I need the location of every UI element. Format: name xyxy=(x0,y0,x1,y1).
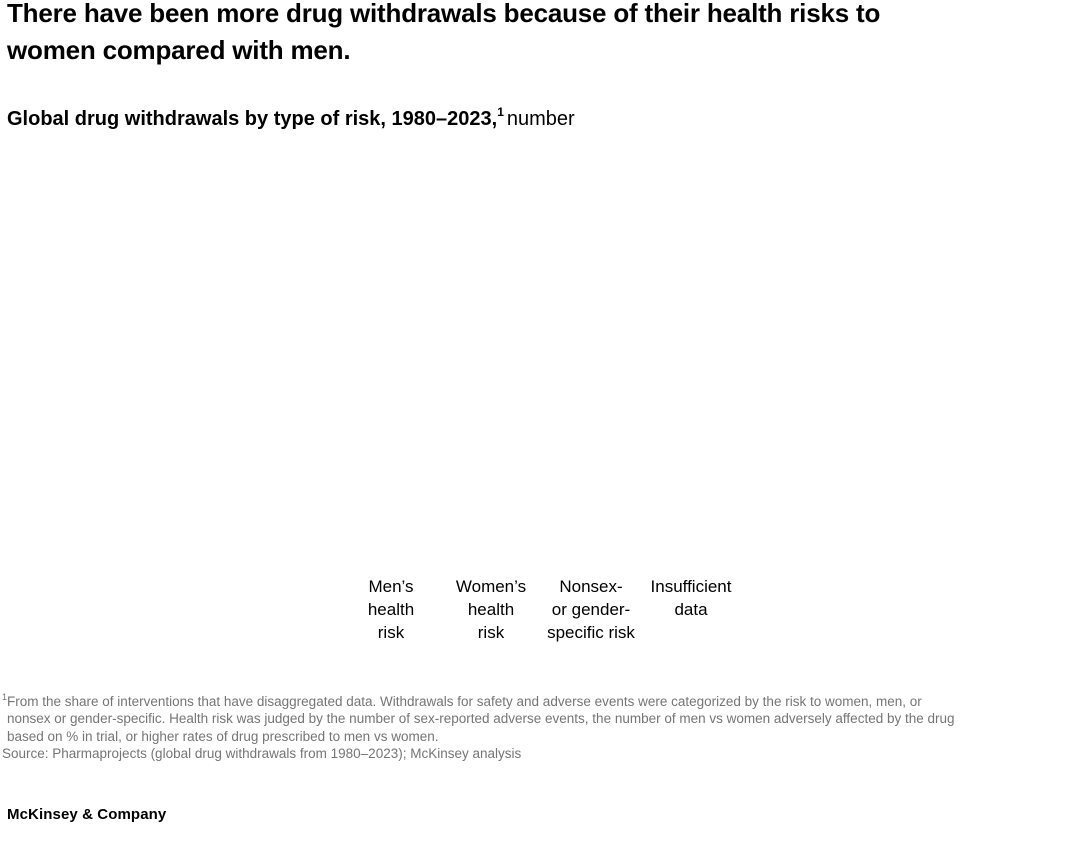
exhibit-title: There have been more drug withdrawals be… xyxy=(7,0,1047,69)
category-label-line: Insufficient xyxy=(650,577,732,596)
subtitle-unit-label: number xyxy=(506,108,575,130)
category-label-womens-health-risk: Women’s health risk xyxy=(441,575,541,644)
footnote-marker: 1 xyxy=(2,691,8,702)
subtitle-text: Global drug withdrawals by type of risk,… xyxy=(7,108,498,130)
category-label-line: health xyxy=(367,600,415,619)
source-line: Source: Pharmaprojects (global drug with… xyxy=(2,746,522,762)
title-line-1: There have been more drug withdrawals be… xyxy=(7,0,881,28)
title-line-2: women compared with men. xyxy=(7,35,351,65)
chart-subtitle: Global drug withdrawals by type of risk,… xyxy=(7,106,1047,132)
footnote-line-1-text: From the share of interventions that hav… xyxy=(7,694,922,709)
category-label-line: Men’s xyxy=(368,577,414,596)
category-label-line: risk xyxy=(477,623,505,642)
category-axis: Men’s health risk Women’s health risk No… xyxy=(341,575,741,644)
category-label-line: data xyxy=(674,600,708,619)
category-label-line: or gender- xyxy=(551,600,631,619)
mckinsey-wordmark: McKinsey & Company xyxy=(7,806,167,823)
category-label-line: Women’s xyxy=(455,577,527,596)
footnote-line-2: nonsex or gender-specific. Health risk w… xyxy=(7,711,955,727)
category-label-line: health xyxy=(467,600,515,619)
category-label-line: Nonsex- xyxy=(559,577,623,596)
category-label-line: risk xyxy=(377,623,405,642)
plot-area-empty xyxy=(7,140,1073,570)
footnote-line-3: based on % in trial, or higher rates of … xyxy=(7,728,439,744)
category-label-mens-health-risk: Men’s health risk xyxy=(341,575,441,644)
category-label-insufficient-data: Insufficient data xyxy=(641,575,741,644)
footnote-block: 1From the share of interventions that ha… xyxy=(2,691,1074,763)
category-label-nonsex-or-gender-specific-risk: Nonsex- or gender- specific risk xyxy=(541,575,641,644)
subtitle-footnote-marker: 1 xyxy=(497,105,504,120)
category-label-line: specific risk xyxy=(547,623,635,642)
footnote-line-1: 1From the share of interventions that ha… xyxy=(2,691,1074,710)
